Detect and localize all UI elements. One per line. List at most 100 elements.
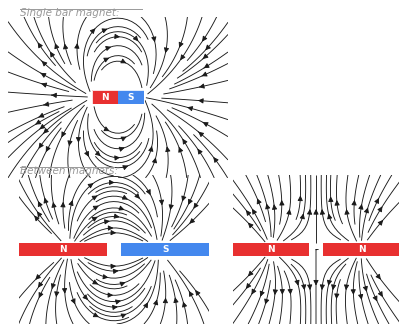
FancyArrowPatch shape xyxy=(182,196,186,201)
FancyArrowPatch shape xyxy=(121,137,126,141)
FancyArrowPatch shape xyxy=(114,214,119,218)
FancyArrowPatch shape xyxy=(320,285,324,289)
FancyArrowPatch shape xyxy=(120,282,125,286)
FancyArrowPatch shape xyxy=(55,44,59,49)
FancyArrowPatch shape xyxy=(68,141,72,145)
FancyArrowPatch shape xyxy=(134,36,138,40)
Text: N: N xyxy=(101,93,109,102)
FancyArrowPatch shape xyxy=(373,296,377,301)
FancyArrowPatch shape xyxy=(35,216,39,221)
FancyArrowPatch shape xyxy=(252,289,256,294)
FancyArrowPatch shape xyxy=(76,138,80,142)
FancyArrowPatch shape xyxy=(246,211,251,215)
FancyArrowPatch shape xyxy=(46,146,50,151)
FancyArrowPatch shape xyxy=(203,36,207,41)
FancyArrowPatch shape xyxy=(169,205,173,209)
FancyArrowPatch shape xyxy=(119,206,124,210)
FancyArrowPatch shape xyxy=(115,156,119,160)
FancyArrowPatch shape xyxy=(280,201,284,205)
FancyArrowPatch shape xyxy=(111,264,115,268)
FancyArrowPatch shape xyxy=(174,298,178,303)
FancyArrowPatch shape xyxy=(344,285,348,289)
FancyArrowPatch shape xyxy=(108,293,112,297)
FancyArrowPatch shape xyxy=(352,201,356,205)
FancyArrowPatch shape xyxy=(320,210,324,214)
FancyArrowPatch shape xyxy=(103,275,108,279)
FancyArrowPatch shape xyxy=(41,73,46,77)
FancyArrowPatch shape xyxy=(40,124,45,129)
Text: N: N xyxy=(358,245,365,254)
FancyArrowPatch shape xyxy=(104,58,108,62)
Bar xyxy=(118,90,144,104)
FancyArrowPatch shape xyxy=(115,34,119,39)
FancyArrowPatch shape xyxy=(295,280,299,285)
FancyArrowPatch shape xyxy=(92,196,97,200)
FancyArrowPatch shape xyxy=(257,199,261,204)
FancyArrowPatch shape xyxy=(93,206,98,210)
FancyArrowPatch shape xyxy=(188,199,192,204)
FancyArrowPatch shape xyxy=(160,200,164,204)
FancyArrowPatch shape xyxy=(42,61,47,66)
FancyArrowPatch shape xyxy=(363,286,367,291)
FancyArrowPatch shape xyxy=(42,83,47,87)
FancyArrowPatch shape xyxy=(194,203,198,208)
FancyArrowPatch shape xyxy=(144,303,148,308)
Text: Single bar magnet:: Single bar magnet: xyxy=(20,8,120,18)
FancyArrowPatch shape xyxy=(38,113,44,117)
FancyArrowPatch shape xyxy=(335,201,339,205)
FancyArrowPatch shape xyxy=(119,147,124,151)
FancyArrowPatch shape xyxy=(198,132,204,136)
Bar xyxy=(232,243,308,256)
Bar xyxy=(122,243,209,256)
FancyArrowPatch shape xyxy=(39,143,43,148)
FancyArrowPatch shape xyxy=(335,294,339,298)
FancyArrowPatch shape xyxy=(38,43,42,48)
FancyArrowPatch shape xyxy=(252,210,256,214)
FancyArrowPatch shape xyxy=(104,220,109,224)
FancyArrowPatch shape xyxy=(38,282,43,287)
FancyArrowPatch shape xyxy=(378,207,382,212)
Text: S: S xyxy=(128,93,134,102)
FancyArrowPatch shape xyxy=(152,37,156,41)
FancyArrowPatch shape xyxy=(302,285,306,289)
FancyArrowPatch shape xyxy=(62,132,66,136)
FancyArrowPatch shape xyxy=(38,202,42,207)
FancyArrowPatch shape xyxy=(179,148,183,152)
FancyArrowPatch shape xyxy=(375,199,378,203)
FancyArrowPatch shape xyxy=(152,158,156,163)
Text: N: N xyxy=(59,245,66,254)
FancyArrowPatch shape xyxy=(182,303,186,307)
FancyArrowPatch shape xyxy=(90,29,95,33)
FancyArrowPatch shape xyxy=(36,120,41,124)
FancyArrowPatch shape xyxy=(181,55,185,59)
FancyArrowPatch shape xyxy=(308,210,312,214)
FancyArrowPatch shape xyxy=(146,190,150,194)
FancyArrowPatch shape xyxy=(287,210,291,214)
FancyArrowPatch shape xyxy=(75,44,79,48)
FancyArrowPatch shape xyxy=(190,219,194,223)
FancyArrowPatch shape xyxy=(246,284,251,288)
FancyArrowPatch shape xyxy=(378,221,382,225)
FancyArrowPatch shape xyxy=(332,285,336,289)
FancyArrowPatch shape xyxy=(248,223,253,228)
FancyArrowPatch shape xyxy=(96,151,100,156)
FancyArrowPatch shape xyxy=(51,284,55,288)
FancyArrowPatch shape xyxy=(85,151,88,156)
FancyArrowPatch shape xyxy=(308,285,312,289)
FancyArrowPatch shape xyxy=(55,292,59,296)
FancyArrowPatch shape xyxy=(50,52,54,57)
FancyArrowPatch shape xyxy=(288,289,292,294)
FancyArrowPatch shape xyxy=(44,102,49,106)
FancyArrowPatch shape xyxy=(116,300,120,304)
FancyArrowPatch shape xyxy=(92,217,97,221)
FancyArrowPatch shape xyxy=(198,99,203,103)
FancyArrowPatch shape xyxy=(64,44,68,49)
FancyArrowPatch shape xyxy=(179,42,183,47)
FancyArrowPatch shape xyxy=(265,299,269,304)
FancyArrowPatch shape xyxy=(122,195,127,199)
Bar xyxy=(92,90,144,104)
FancyArrowPatch shape xyxy=(214,158,218,162)
FancyArrowPatch shape xyxy=(314,281,318,284)
FancyArrowPatch shape xyxy=(359,205,363,209)
FancyArrowPatch shape xyxy=(166,147,170,152)
